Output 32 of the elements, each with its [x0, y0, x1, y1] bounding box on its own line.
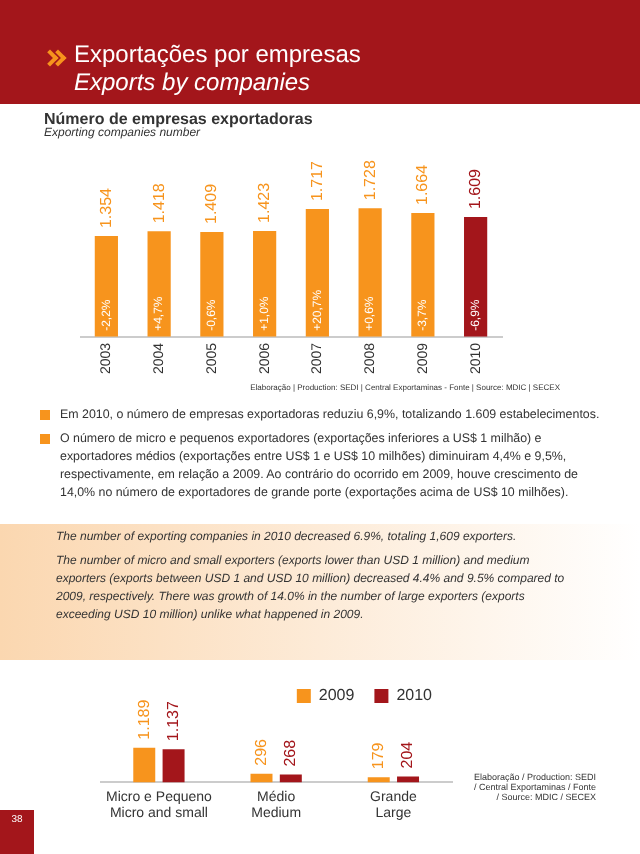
text: Exportações por empresas	[74, 40, 361, 68]
bar	[94, 236, 118, 337]
data-label: 1.728	[360, 159, 379, 201]
bar	[253, 230, 277, 337]
data-label: 1.354	[96, 186, 115, 229]
data-label: 1.137	[163, 700, 182, 742]
chart-title: Número de empresas exportadoras	[44, 110, 315, 128]
data-label: 1.418	[149, 182, 168, 224]
data-label: 1.717	[307, 159, 326, 202]
bar	[464, 217, 488, 337]
bar	[397, 776, 420, 783]
data-label: 1.423	[255, 181, 274, 223]
text: Exports by companies	[74, 68, 313, 96]
bar	[200, 231, 224, 337]
bar	[279, 774, 302, 783]
data-label: 179	[369, 741, 388, 770]
bar	[133, 747, 156, 783]
data-label: 1.189	[134, 698, 153, 740]
data-label: 296	[251, 737, 270, 766]
data-label: 268	[281, 738, 300, 767]
bar	[367, 777, 390, 783]
data-label: 1.664	[413, 163, 432, 206]
legend-label: 2010	[396, 686, 434, 705]
data-label: 204	[398, 740, 417, 769]
data-label: 1.609	[466, 167, 485, 210]
bar	[411, 213, 435, 337]
legend-label: 2009	[318, 686, 356, 705]
bar	[147, 231, 171, 337]
bar	[305, 209, 329, 337]
bar	[358, 208, 382, 337]
bar	[162, 749, 185, 783]
data-label: 1.409	[202, 182, 221, 224]
